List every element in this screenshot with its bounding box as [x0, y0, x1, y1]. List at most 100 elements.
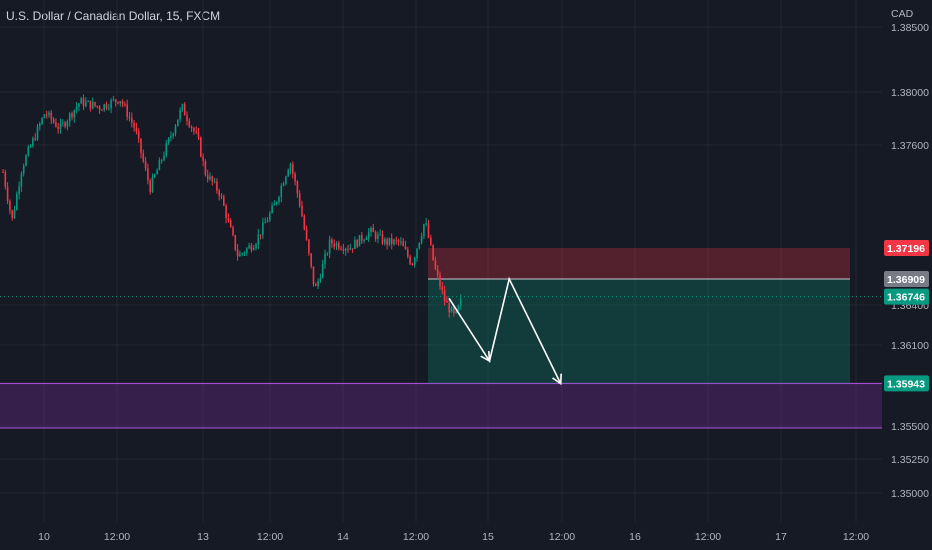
candle-body-48 [112, 99, 115, 101]
candle-body-120 [278, 197, 280, 202]
candle-body-118 [273, 203, 276, 206]
candle-body-190 [439, 275, 441, 287]
y-tick-label-1: 1.38000 [891, 87, 929, 99]
candle-body-186 [430, 237, 432, 245]
x-tick-label-8: 16 [629, 531, 641, 543]
candle-body-81 [188, 120, 191, 127]
candle-body-180 [416, 248, 418, 259]
projected-arrow-head-1 [480, 350, 491, 363]
candle-body-94 [218, 190, 220, 197]
candle-body-76 [177, 119, 179, 127]
candle-body-19 [45, 114, 48, 116]
candle-body-24 [57, 126, 59, 130]
candle-body-82 [190, 126, 193, 129]
candle-body-40 [94, 102, 96, 106]
candle-body-136 [315, 284, 317, 287]
candle-body-51 [119, 101, 122, 104]
candle-body-38 [89, 100, 92, 109]
y-tick-label-0: 1.38500 [891, 22, 929, 34]
candle-body-77 [179, 109, 181, 120]
candle-body-29 [68, 113, 71, 122]
candle-body-87 [202, 156, 204, 162]
candle-body-26 [62, 122, 64, 124]
candle-body-128 [296, 181, 299, 194]
candle-body-91 [211, 176, 214, 182]
candle-body-146 [338, 243, 340, 249]
y-tick-label-6: 1.35500 [891, 421, 929, 433]
candle-body-15 [36, 126, 39, 140]
x-tick-label-3: 12:00 [257, 531, 283, 543]
candle-body-139 [321, 263, 324, 279]
candle-body-144 [333, 243, 335, 247]
candle-body-181 [418, 242, 421, 249]
candle-body-121 [280, 185, 283, 198]
candle-body-65 [151, 177, 154, 193]
last-price-badge-text: 1.36746 [887, 292, 925, 304]
candle-body-54 [126, 104, 128, 117]
candle-body-142 [328, 239, 331, 254]
candle-body-16 [39, 123, 41, 127]
candle-body-140 [324, 253, 326, 264]
candle-body-33 [78, 103, 80, 107]
candle-body-194 [448, 302, 450, 313]
x-tick-label-0: 10 [38, 531, 50, 543]
candle-body-61 [142, 153, 145, 162]
target-badge-text: 1.35943 [887, 378, 925, 390]
candle-body-103 [239, 253, 241, 257]
candle-body-160 [370, 227, 372, 232]
candle-body-8 [20, 173, 23, 187]
candle-body-96 [223, 196, 225, 206]
candle-body-112 [259, 234, 262, 236]
candle-body-198 [457, 305, 460, 311]
demand-zone [0, 383, 882, 428]
candle-body-28 [66, 121, 69, 127]
candle-body-37 [87, 100, 89, 102]
candle-body-75 [174, 126, 177, 134]
candle-body-11 [27, 147, 30, 156]
candle-body-89 [206, 174, 209, 180]
candle-body-178 [411, 263, 414, 265]
candle-body-100 [232, 227, 234, 236]
candle-body-47 [110, 100, 112, 109]
candle-body-154 [356, 240, 358, 247]
candle-body-2 [6, 186, 9, 201]
candle-body-1 [4, 172, 7, 187]
candle-body-32 [75, 106, 78, 111]
candle-body-161 [372, 227, 375, 233]
x-tick-label-7: 12:00 [549, 531, 575, 543]
candle-body-164 [379, 234, 381, 236]
candle-body-13 [32, 138, 34, 146]
candle-body-125 [289, 164, 292, 171]
candle-body-56 [131, 117, 133, 123]
y-tick-label-4: 1.36100 [891, 340, 929, 352]
candle-body-18 [43, 114, 46, 118]
stop-loss-badge-text: 1.37196 [887, 243, 925, 255]
candle-body-70 [163, 155, 165, 160]
candle-body-62 [144, 161, 147, 169]
candle-body-86 [200, 137, 202, 157]
candle-body-110 [255, 244, 257, 249]
candle-body-12 [29, 145, 32, 148]
candle-body-183 [423, 224, 425, 236]
projected-arrow-head-2 [552, 373, 562, 386]
candle-body-182 [420, 235, 423, 243]
candle-body-45 [105, 104, 108, 109]
candle-body-5 [13, 209, 16, 218]
y-tick-label-8: 1.35000 [891, 488, 929, 500]
projected-path [448, 276, 562, 385]
candle-body-6 [16, 194, 18, 210]
candle-body-133 [308, 239, 310, 254]
candle-body-170 [393, 239, 395, 245]
risk-zone [428, 248, 850, 280]
x-tick-label-4: 14 [337, 531, 349, 543]
candle-body-169 [390, 237, 393, 245]
candle-body-141 [326, 253, 329, 255]
candle-body-104 [241, 253, 243, 255]
candle-body-105 [243, 252, 246, 254]
symbol-title: U.S. Dollar / Canadian Dollar, 15, FXCM [6, 9, 221, 23]
candle-body-46 [108, 108, 110, 110]
candle-body-187 [432, 244, 434, 261]
candle-body-159 [367, 231, 370, 239]
candle-body-41 [96, 105, 99, 107]
